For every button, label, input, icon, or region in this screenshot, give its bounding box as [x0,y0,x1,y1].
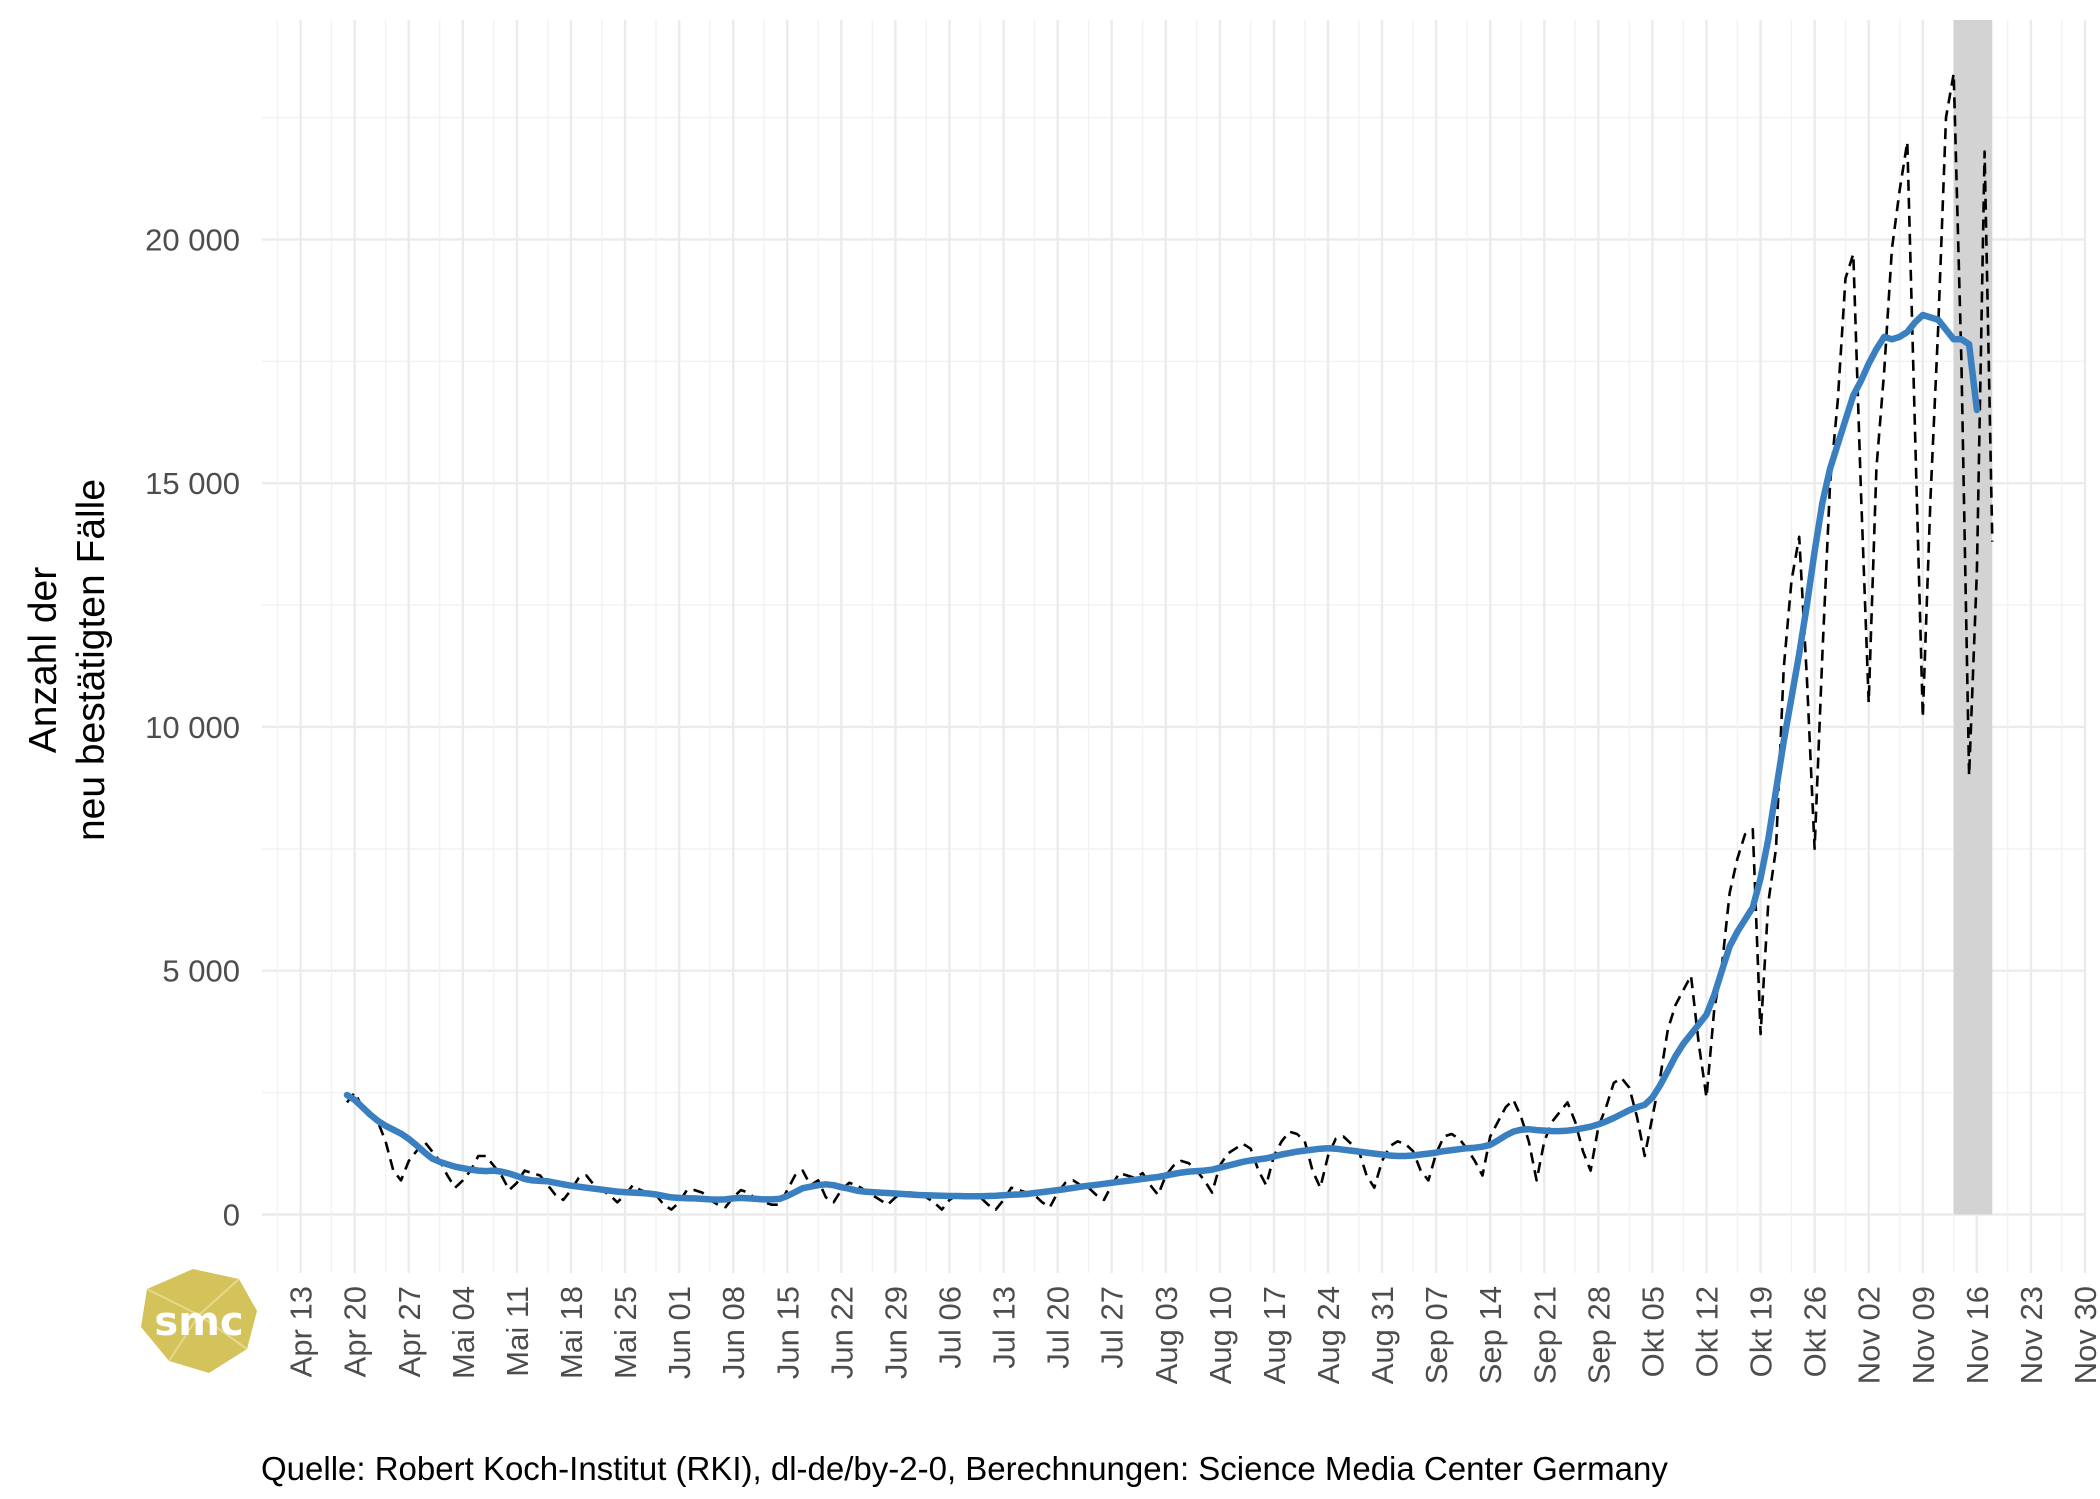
x-tick-label: Mai 11 [500,1286,535,1377]
y-axis-title-line-2: neu bestätigten Fälle [70,479,113,841]
x-tick-label: Apr 27 [392,1286,427,1377]
x-axis-ticks: Apr 13 Apr 20 Apr 27 Mai 04 Mai 11 Mai 18 Mai … [284,1286,2100,1384]
x-tick-label: Apr 13 [284,1286,319,1377]
daily-cases-line [345,72,1994,1211]
x-tick-label: Nov 09 [1906,1286,1941,1384]
x-tick-label: Apr 20 [338,1286,373,1377]
x-tick-label: Jun 22 [824,1286,859,1379]
smoothed-average-line [343,311,1981,1203]
x-tick-label: Jun 08 [716,1286,751,1379]
y-tick-label: 0 [223,1197,240,1232]
x-tick-label: Okt 26 [1798,1286,1833,1377]
x-tick-label: Aug 10 [1203,1286,1238,1384]
x-tick-label: Okt 05 [1635,1286,1670,1377]
x-tick-label: Sep 21 [1527,1286,1562,1384]
y-tick-label: 10 000 [145,710,240,745]
x-tick-label: Jul 06 [933,1286,968,1369]
y-tick-label: 15 000 [145,466,240,501]
logo-text: smc [154,1299,243,1345]
x-tick-label: Nov 16 [1960,1286,1995,1384]
x-tick-label: Sep 28 [1581,1286,1616,1384]
x-tick-label: Okt 12 [1690,1286,1725,1377]
grid-lines [262,20,2087,1273]
x-tick-label: Nov 02 [1852,1286,1887,1384]
series-lines [343,72,1994,1211]
x-tick-label: Nov 30 [2068,1286,2100,1384]
x-tick-label: Mai 04 [446,1286,481,1379]
x-tick-label: Jul 27 [1095,1286,1130,1369]
y-axis-title-line-1: Anzahl der [22,567,65,753]
x-tick-label: Mai 18 [554,1286,589,1379]
x-tick-label: Mai 25 [608,1286,643,1379]
x-tick-label: Nov 23 [2014,1286,2049,1384]
source-caption: Quelle: Robert Koch-Institut (RKI), dl-d… [261,1450,1668,1487]
x-tick-label: Sep 07 [1419,1286,1454,1384]
x-tick-label: Aug 17 [1257,1286,1292,1384]
smc-logo: smc [141,1269,257,1373]
x-tick-label: Jul 13 [987,1286,1022,1369]
x-tick-label: Jul 20 [1041,1286,1076,1369]
y-tick-label: 5 000 [162,954,240,989]
x-tick-label: Jun 01 [662,1286,697,1379]
x-tick-label: Aug 31 [1365,1286,1400,1384]
x-tick-label: Okt 19 [1744,1286,1779,1377]
y-axis-ticks: 0 5 000 10 000 15 000 20 000 [145,222,240,1232]
x-tick-label: Jun 15 [770,1286,805,1379]
x-tick-label: Jun 29 [878,1286,913,1379]
logo-shape [141,1269,257,1373]
x-tick-label: Sep 14 [1473,1286,1508,1384]
y-tick-label: 20 000 [145,222,240,257]
logo-facet-b [168,1314,200,1362]
logo-facet-a [198,1314,248,1350]
x-tick-label: Aug 03 [1149,1286,1184,1384]
x-tick-label: Aug 24 [1311,1286,1346,1384]
